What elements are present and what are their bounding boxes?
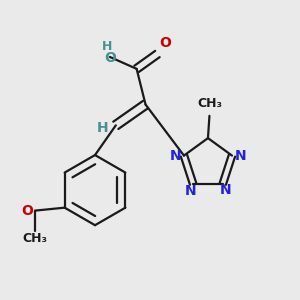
Text: CH₃: CH₃ [197,97,222,110]
Text: O: O [104,52,116,65]
Text: H: H [102,40,112,53]
Text: CH₃: CH₃ [22,232,47,245]
Text: N: N [185,184,197,198]
Text: N: N [219,183,231,197]
Text: N: N [170,148,182,163]
Text: O: O [22,204,33,218]
Text: O: O [159,35,171,50]
Text: N: N [235,148,246,163]
Text: H: H [97,121,108,135]
